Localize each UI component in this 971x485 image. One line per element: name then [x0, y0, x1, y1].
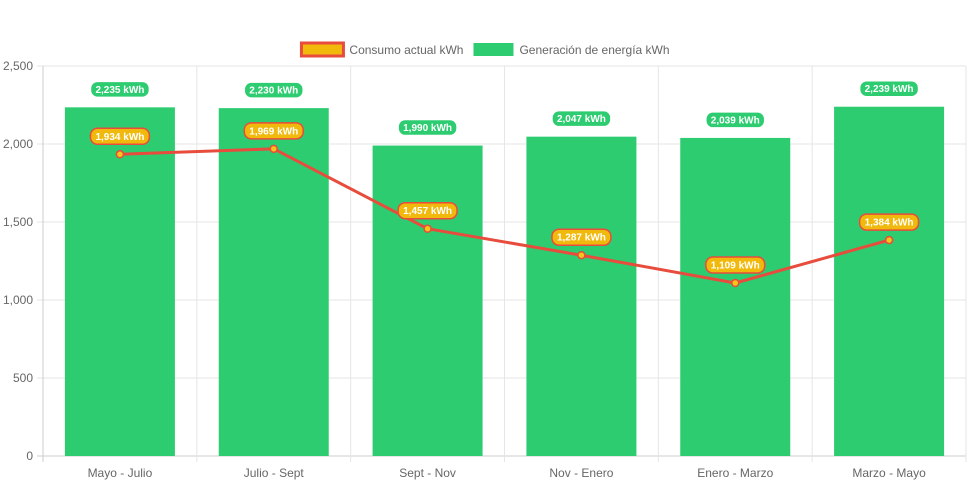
x-tick-label: Mayo - Julio — [88, 466, 153, 480]
line-data-label: 1,969 kWh — [243, 122, 304, 140]
generation-bar — [372, 145, 483, 456]
consumption-point — [731, 278, 740, 288]
y-tick-label: 2,000 — [3, 137, 33, 151]
legend-label: Generación de energía kWh — [519, 43, 669, 57]
bar-data-label-bg — [705, 111, 766, 129]
line-data-label-bg — [243, 122, 304, 140]
bar-data-label: 1,990 kWh — [397, 118, 458, 137]
line-data-label: 1,287 kWh — [551, 228, 612, 246]
bar-data-label: 2,235 kWh — [89, 80, 151, 99]
bar-data-label-text: 2,230 kWh — [249, 86, 298, 97]
x-tick-label: Julio - Sept — [244, 466, 305, 480]
legend-label: Consumo actual kWh — [349, 43, 463, 57]
consumption-point — [115, 150, 125, 159]
bar-data-label-text: 2,047 kWh — [557, 114, 606, 125]
bar-data-label-text: 2,235 kWh — [95, 85, 144, 96]
legend-swatch-consumption — [299, 41, 345, 58]
bar-data-label-text: 2,039 kWh — [711, 115, 760, 126]
line-data-label: 1,934 kWh — [89, 127, 151, 146]
data-labels: 2,235 kWh 2,230 kWh 1,990 kWh 2,047 kWh 2,03… — [89, 79, 920, 274]
consumption-point — [884, 235, 894, 245]
bar-data-label-bg — [243, 81, 304, 99]
line-data-label-bg — [89, 127, 151, 146]
line-data-label: 1,457 kWh — [397, 201, 458, 220]
x-tick-label: Enero - Marzo — [697, 466, 773, 480]
y-tick-label: 500 — [13, 371, 33, 385]
legend-swatch-generation — [473, 43, 514, 56]
line-data-label-bg — [858, 213, 920, 231]
consumption-line — [119, 147, 890, 285]
legend-item-generation[interactable]: Generación de energía kWh — [473, 43, 670, 57]
line-data-label-text: 1,457 kWh — [403, 206, 452, 217]
line-data-label-bg — [705, 256, 766, 274]
generation-bar — [834, 106, 945, 456]
consumption-point — [423, 224, 432, 233]
line-data-label-bg — [397, 201, 458, 220]
bar-data-label-bg — [858, 79, 920, 98]
line-data-label-bg — [551, 228, 612, 246]
x-tick-label: Sept - Nov — [399, 466, 456, 480]
line-data-label-text: 1,384 kWh — [865, 218, 914, 229]
line-data-label: 1,109 kWh — [705, 256, 766, 274]
generation-bar — [64, 107, 175, 456]
line-series — [115, 144, 894, 288]
bar-data-label: 2,230 kWh — [243, 81, 304, 99]
line-data-label-text: 1,934 kWh — [95, 132, 144, 143]
bar-data-label: 2,047 kWh — [551, 109, 612, 128]
line-data-label-text: 1,969 kWh — [249, 126, 298, 137]
x-tick-label: Marzo - Mayo — [852, 466, 926, 480]
generation-bar — [218, 108, 329, 457]
legend[interactable]: Consumo actual kWh Generación de energía … — [299, 41, 670, 58]
line-data-label-text: 1,109 kWh — [711, 260, 760, 271]
bar-data-label-text: 1,990 kWh — [403, 123, 452, 134]
bar-data-label: 2,039 kWh — [705, 111, 766, 129]
bar-data-label-bg — [551, 109, 612, 128]
bar-data-label-bg — [89, 80, 151, 99]
grid — [37, 65, 967, 462]
generation-bar — [680, 137, 791, 456]
y-tick-label: 0 — [26, 449, 33, 463]
x-tick-label: Nov - Enero — [549, 466, 613, 480]
bar-data-label-bg — [397, 118, 458, 137]
bar-data-label: 2,239 kWh — [858, 79, 920, 98]
y-tick-label: 2,500 — [3, 59, 33, 73]
consumption-point — [577, 250, 586, 260]
bar-data-label-text: 2,239 kWh — [865, 84, 914, 95]
y-tick-label: 1,000 — [3, 293, 33, 307]
line-data-label-text: 1,287 kWh — [557, 233, 606, 244]
axes: 0 500 1,000 1,500 2,000 2,500 Mayo - Julio Juli… — [3, 59, 926, 480]
consumption-point — [269, 144, 278, 154]
generation-bar — [526, 136, 637, 456]
bar-series — [64, 106, 945, 457]
y-tick-label: 1,500 — [3, 215, 33, 229]
line-data-label: 1,384 kWh — [858, 213, 920, 231]
legend-item-consumption[interactable]: Consumo actual kWh — [299, 41, 463, 58]
